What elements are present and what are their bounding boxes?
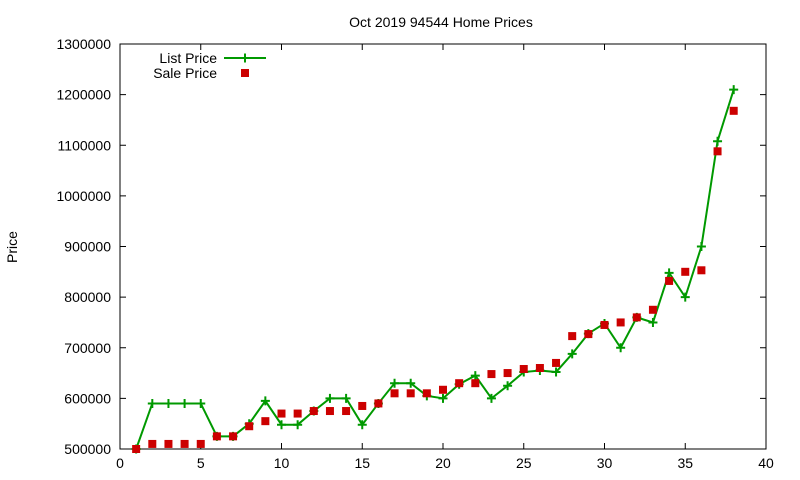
y-tick-label: 1200000 — [56, 87, 111, 103]
list-price-point — [196, 398, 206, 408]
y-axis-label: Price — [4, 231, 20, 263]
y-tick-label: 1300000 — [56, 36, 111, 52]
sale-price-point — [132, 445, 141, 453]
sale-price-point — [681, 267, 690, 276]
sale-price-point — [713, 147, 722, 156]
list-price-point — [325, 393, 335, 403]
sale-price-point — [455, 379, 464, 388]
sale-price-point — [487, 370, 496, 379]
sale-price-point — [535, 364, 544, 372]
y-tick-label: 600000 — [64, 390, 111, 406]
list-price-point — [406, 378, 416, 388]
legend-square-swatch — [241, 69, 249, 77]
list-price-point — [713, 136, 723, 146]
list-price-point — [503, 381, 513, 391]
sale-price-point — [729, 106, 738, 115]
x-tick-label: 25 — [516, 455, 532, 471]
list-price-point — [729, 85, 739, 95]
sale-price-point — [245, 422, 254, 431]
sale-price-point — [439, 385, 447, 394]
sale-price-point — [342, 407, 351, 416]
list-price-point — [470, 371, 480, 381]
sale-price-point — [519, 365, 528, 374]
sale-price-point — [600, 320, 609, 329]
sale-price-point — [503, 369, 512, 378]
legend-label: Sale Price — [153, 65, 217, 81]
list-price-point — [390, 378, 400, 388]
y-tick-label: 900000 — [64, 239, 111, 255]
sale-price-point — [648, 305, 657, 314]
sale-price-point — [277, 409, 286, 418]
sale-price-point — [212, 432, 221, 441]
series-points — [131, 85, 739, 454]
sale-price-point — [584, 330, 593, 339]
y-tick-label: 500000 — [64, 441, 111, 457]
list-price-point — [616, 343, 626, 353]
y-tick-label: 700000 — [64, 340, 111, 356]
list-price-point — [357, 420, 367, 430]
legend-plus-swatch — [240, 53, 250, 63]
x-tick-label: 0 — [116, 455, 124, 471]
sale-price-point — [309, 407, 318, 416]
list-price-point — [486, 393, 496, 403]
sale-price-point — [568, 332, 577, 341]
sale-price-point — [180, 439, 189, 448]
list-price-point — [567, 349, 577, 359]
list-price-point — [551, 367, 561, 377]
chart-title: Oct 2019 94544 Home Prices — [349, 14, 533, 30]
x-tick-label: 15 — [354, 455, 370, 471]
x-tick-label: 30 — [597, 455, 613, 471]
y-tick-label: 800000 — [64, 289, 111, 305]
list-price-point — [664, 268, 674, 278]
axis-ticks: 0 5 10 15 20 25 30 35 40 500000 600000 700000 800000… — [56, 36, 774, 471]
list-price-point — [648, 317, 658, 327]
list-price-point — [341, 393, 351, 403]
sale-price-point — [325, 407, 334, 416]
legend-label: List Price — [159, 50, 217, 66]
list-price-point — [180, 398, 190, 408]
sale-price-point — [358, 401, 367, 410]
sale-price-point — [665, 276, 674, 285]
sale-price-point — [616, 318, 625, 327]
sale-price-point — [552, 358, 561, 367]
sale-price-point — [422, 389, 431, 398]
sale-price-point — [229, 432, 238, 441]
sale-price-point — [406, 389, 415, 398]
x-tick-label: 20 — [435, 455, 451, 471]
sale-price-point — [148, 439, 157, 448]
x-tick-label: 5 — [197, 455, 205, 471]
x-tick-label: 10 — [274, 455, 290, 471]
sale-price-point — [390, 389, 399, 398]
sale-price-point — [471, 379, 480, 388]
sale-price-point — [293, 409, 302, 418]
list-price-point — [438, 393, 448, 403]
list-price-point — [147, 398, 157, 408]
x-tick-label: 40 — [758, 455, 774, 471]
sale-price-point — [196, 439, 205, 448]
list-price-line — [135, 89, 735, 450]
list-price-point — [277, 420, 286, 430]
sale-price-point — [632, 313, 641, 322]
y-tick-label: 1000000 — [56, 188, 111, 204]
sale-price-point — [261, 417, 270, 426]
sale-price-point — [697, 266, 706, 275]
x-tick-label: 35 — [677, 455, 693, 471]
list-price-point — [293, 420, 303, 430]
y-tick-label: 1100000 — [58, 137, 112, 153]
list-price-point — [260, 396, 270, 406]
sale-price-point — [374, 399, 383, 408]
list-price-point — [163, 398, 173, 408]
series-lines — [135, 89, 735, 450]
list-price-point — [680, 292, 690, 302]
sale-price-point — [164, 439, 173, 448]
list-price-point — [696, 242, 706, 251]
